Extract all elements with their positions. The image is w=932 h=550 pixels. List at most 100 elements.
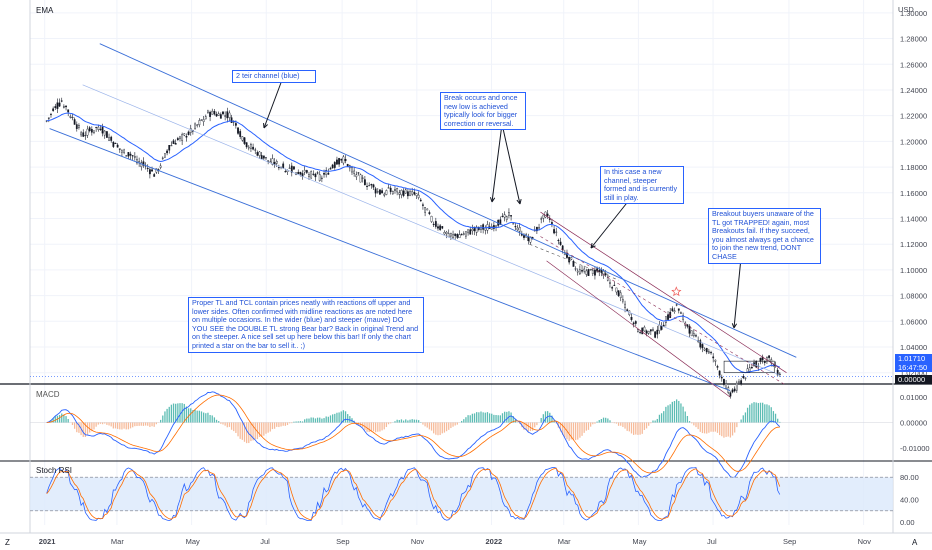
candle-body xyxy=(146,168,149,170)
candle-body xyxy=(617,290,620,296)
candle-body xyxy=(654,331,657,338)
arrow-channel-head xyxy=(263,122,268,129)
candle-body xyxy=(516,227,519,231)
annotation-breakout[interactable]: Breakout buyers unaware of the TL got TR… xyxy=(708,208,821,264)
candle-body xyxy=(363,179,366,186)
price-tick-label: 1.02000 xyxy=(900,369,927,378)
candle-body xyxy=(101,126,104,134)
price-tick-label: 1.14000 xyxy=(900,214,927,223)
candle-body xyxy=(131,155,134,157)
last-price: 1.01710 xyxy=(898,354,926,363)
time-tick-label: Mar xyxy=(558,537,571,546)
candle-body xyxy=(355,174,358,178)
candle-body xyxy=(585,270,588,275)
candle-body xyxy=(387,187,390,189)
candle-body xyxy=(69,116,72,118)
candle-body xyxy=(460,234,463,236)
candle-body xyxy=(720,376,723,379)
macd-value: 0.00000 xyxy=(898,375,926,384)
candle-body xyxy=(538,227,540,229)
candle-body xyxy=(729,392,732,397)
candle-body xyxy=(245,142,248,148)
candle-body xyxy=(297,171,300,174)
candle-body xyxy=(557,240,560,242)
time-tick-label: Nov xyxy=(411,537,425,546)
candle-body xyxy=(196,124,199,126)
candle-body xyxy=(742,376,745,379)
candle-body xyxy=(398,192,401,195)
candle-body xyxy=(237,127,239,134)
annotation-break[interactable]: Break occurs and once new low is achieve… xyxy=(440,92,526,131)
candle-body xyxy=(626,309,629,312)
candle-body xyxy=(93,130,95,133)
candle-body xyxy=(288,167,291,169)
time-tick-label: Jul xyxy=(260,537,270,546)
candle-body xyxy=(740,380,743,385)
candle-body xyxy=(417,194,420,198)
candle-body xyxy=(376,191,379,193)
time-tick-label: May xyxy=(186,537,200,546)
candle-body xyxy=(462,233,465,235)
candle-body xyxy=(110,136,113,141)
candle-body xyxy=(426,208,429,211)
indicator-label: EMA xyxy=(36,6,54,15)
candle-body xyxy=(200,119,203,121)
candle-body xyxy=(207,110,209,113)
candle-body xyxy=(50,113,52,115)
candle-body xyxy=(118,148,121,150)
candle-body xyxy=(67,109,70,113)
candle-body xyxy=(155,168,158,173)
candle-body xyxy=(389,187,392,192)
candle-body xyxy=(535,226,538,232)
last-price-badge: 1.01710 16:47:50 xyxy=(895,354,932,372)
candle-body xyxy=(477,227,480,230)
mauve-upper-line xyxy=(540,211,787,374)
candle-body xyxy=(187,131,190,135)
candle-body xyxy=(707,351,710,354)
candle-body xyxy=(361,177,364,179)
channel-upper-line xyxy=(99,43,797,358)
candle-body xyxy=(667,314,669,320)
price-tick-label: 1.18000 xyxy=(900,163,927,172)
candle-body xyxy=(439,225,442,230)
price-tick-label: 1.16000 xyxy=(900,189,927,198)
candle-body xyxy=(725,383,727,389)
candle-body xyxy=(419,199,422,202)
candle-body xyxy=(503,214,506,218)
candle-body xyxy=(271,158,274,165)
candle-body xyxy=(127,152,130,157)
candle-body xyxy=(172,140,175,144)
annotation-new-channel[interactable]: In this case a new channel, steeper form… xyxy=(600,166,684,205)
candle-body xyxy=(467,229,469,234)
candle-body xyxy=(340,158,343,161)
price-tick-label: 1.08000 xyxy=(900,292,927,301)
candle-body xyxy=(471,228,474,232)
arrow-break-1 xyxy=(491,123,503,203)
macd-label: MACD xyxy=(36,390,60,399)
candle-body xyxy=(409,191,411,196)
zoom-icon[interactable]: Z xyxy=(5,538,10,547)
candle-body xyxy=(688,325,691,334)
candle-body xyxy=(576,270,579,273)
candle-body xyxy=(125,155,128,157)
time-tick-label: 2021 xyxy=(39,537,56,546)
auto-scale-icon[interactable]: A xyxy=(912,538,918,547)
candle-body xyxy=(641,327,644,335)
candle-body xyxy=(299,171,302,175)
stoch-d-line xyxy=(46,468,781,521)
candle-body xyxy=(544,211,547,218)
candle-body xyxy=(161,157,164,159)
candle-body xyxy=(561,245,564,250)
candle-body xyxy=(73,119,76,125)
candle-body xyxy=(258,151,261,156)
annotation-proper-tl[interactable]: Proper TL and TCL contain prices neatly … xyxy=(188,297,424,353)
time-tick-label: Nov xyxy=(858,537,872,546)
annotation-channel[interactable]: 2 teir channel (blue) xyxy=(232,70,316,83)
candle-body xyxy=(84,135,87,137)
candle-body xyxy=(473,226,476,232)
candle-body xyxy=(637,329,639,332)
candle-body xyxy=(293,166,295,170)
candle-body xyxy=(62,106,65,108)
